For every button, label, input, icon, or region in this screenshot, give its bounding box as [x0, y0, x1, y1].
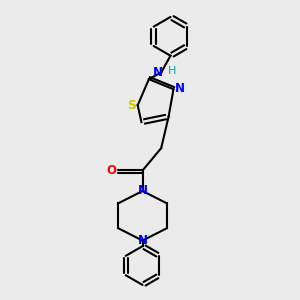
- Text: N: N: [137, 184, 148, 197]
- Text: O: O: [106, 164, 117, 177]
- Text: H: H: [167, 66, 176, 76]
- Text: N: N: [137, 234, 148, 247]
- Text: S: S: [127, 99, 136, 112]
- Text: N: N: [175, 82, 185, 95]
- Text: N: N: [153, 66, 163, 79]
